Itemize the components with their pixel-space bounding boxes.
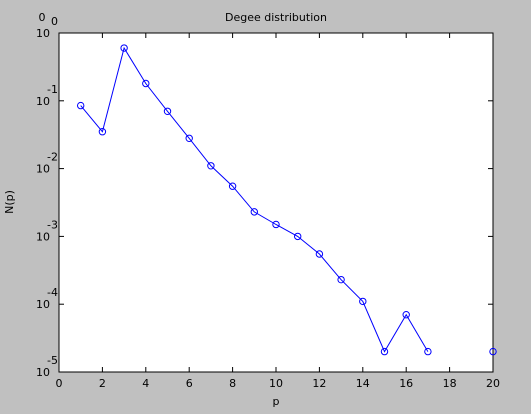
- data-point: [315, 250, 324, 258]
- y-tick-base: 10: [36, 27, 50, 40]
- x-tick-label: 16: [399, 377, 413, 390]
- x-tick-label: 20: [486, 377, 500, 390]
- x-tick-label: 8: [229, 377, 236, 390]
- x-tick-label: 14: [356, 377, 370, 390]
- data-point: [207, 162, 215, 170]
- data-point: [120, 44, 128, 52]
- data-point: [77, 101, 85, 110]
- corner-label: 0: [39, 11, 46, 24]
- data-point: [142, 79, 150, 88]
- x-tick-label: 6: [186, 377, 193, 390]
- y-tick-base: 10: [36, 95, 50, 108]
- data-point: [359, 297, 367, 306]
- y-tick-base: 10: [36, 230, 50, 243]
- data-point: [424, 347, 432, 356]
- x-tick-label: 18: [443, 377, 457, 390]
- y-tick-exponent: -3: [47, 218, 58, 231]
- x-tick-label: 4: [142, 377, 149, 390]
- data-point: [402, 311, 410, 319]
- x-tick-label: 2: [99, 377, 106, 390]
- data-point: [380, 347, 389, 356]
- x-tick-label: 12: [312, 377, 326, 390]
- y-tick-exponent: -4: [47, 286, 58, 299]
- y-tick-exponent: -1: [47, 83, 58, 96]
- y-tick-exponent: -5: [47, 354, 58, 367]
- y-tick-exponent: -2: [47, 151, 58, 164]
- plot-area: [58, 32, 494, 373]
- chart-title: Degee distribution: [225, 11, 327, 24]
- data-point: [163, 107, 172, 116]
- data-point: [272, 220, 280, 229]
- data-point: [337, 275, 345, 284]
- y-axis-label: N(p): [3, 190, 16, 214]
- data-point: [250, 208, 259, 216]
- data-point: [228, 182, 237, 190]
- data-point: [489, 347, 497, 356]
- data-point: [294, 232, 302, 241]
- y-tick-base: 10: [36, 366, 50, 379]
- data-point: [185, 134, 193, 142]
- x-tick-label: 10: [269, 377, 283, 390]
- y-tick-base: 10: [36, 298, 50, 311]
- y-tick-base: 10: [36, 163, 50, 176]
- series-line: [80, 46, 429, 353]
- x-tick-label: 0: [56, 377, 63, 390]
- data-point: [98, 128, 107, 136]
- x-axis-ticks: 0 2 4 6 8 10 12 14 16 18 20: [56, 33, 500, 390]
- x-axis-label: p: [273, 395, 280, 408]
- y-tick-exponent: 0: [51, 15, 58, 28]
- series-layer: [77, 44, 497, 356]
